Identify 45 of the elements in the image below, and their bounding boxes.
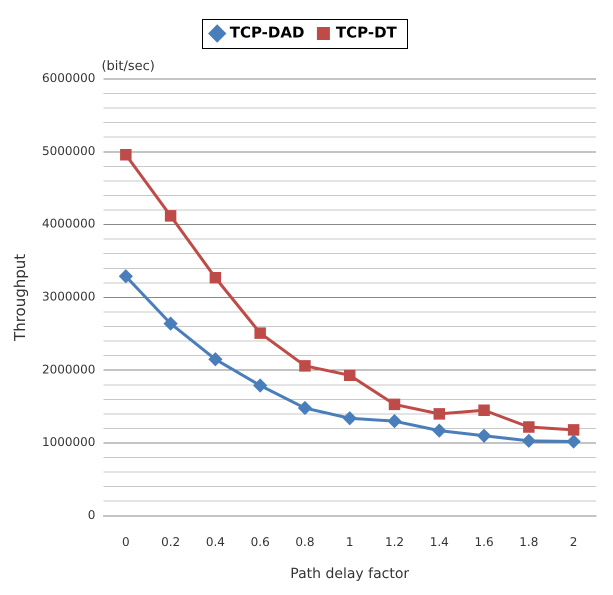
legend-label: TCP-DAD [230, 23, 304, 42]
x-tick-label: 1.2 [384, 535, 404, 550]
x-tick-label: 1.8 [519, 535, 538, 550]
y-tick-label: 6000000 [42, 71, 96, 86]
point [120, 148, 132, 160]
point [210, 272, 222, 284]
x-tick-label: 0.6 [250, 535, 270, 550]
x-tick-label: 0 [122, 535, 130, 550]
y-tick-label: 5000000 [42, 144, 96, 158]
point [388, 414, 401, 428]
y-tick-label: 1000000 [42, 435, 96, 450]
y-tick-label: 2000000 [42, 362, 96, 376]
x-tick-label: 1.6 [474, 535, 494, 550]
point [568, 424, 580, 436]
legend-label: TCP-DT [336, 23, 398, 42]
text: (bit/sec) [101, 58, 155, 74]
x-tick-label: 0.2 [161, 535, 180, 550]
x-tick-label: 0.8 [295, 535, 314, 550]
point [164, 210, 176, 222]
point [567, 435, 580, 448]
point [299, 360, 311, 372]
point [478, 429, 491, 442]
y-axis-title: Throughput [10, 254, 29, 342]
point [432, 424, 446, 438]
x-tick-label: 1.4 [430, 535, 449, 550]
point [434, 408, 446, 420]
point [388, 398, 400, 410]
point [119, 270, 132, 283]
point [343, 412, 356, 425]
y-tick-label: 3000000 [42, 290, 96, 304]
point [254, 327, 266, 339]
y-tick-label: 0 [88, 508, 96, 522]
point [254, 378, 267, 392]
point [164, 317, 178, 330]
point [208, 352, 222, 366]
x-tick-label: 0.4 [206, 535, 225, 550]
point [478, 404, 490, 416]
x-axis-title: Path delay factor [290, 566, 410, 582]
point [344, 370, 356, 382]
point [522, 434, 536, 448]
point [523, 421, 535, 433]
y-tick-label: 4000000 [42, 216, 96, 231]
x-tick-label: 1 [346, 535, 354, 550]
x-tick-label: 2 [570, 535, 578, 550]
point [298, 402, 312, 415]
